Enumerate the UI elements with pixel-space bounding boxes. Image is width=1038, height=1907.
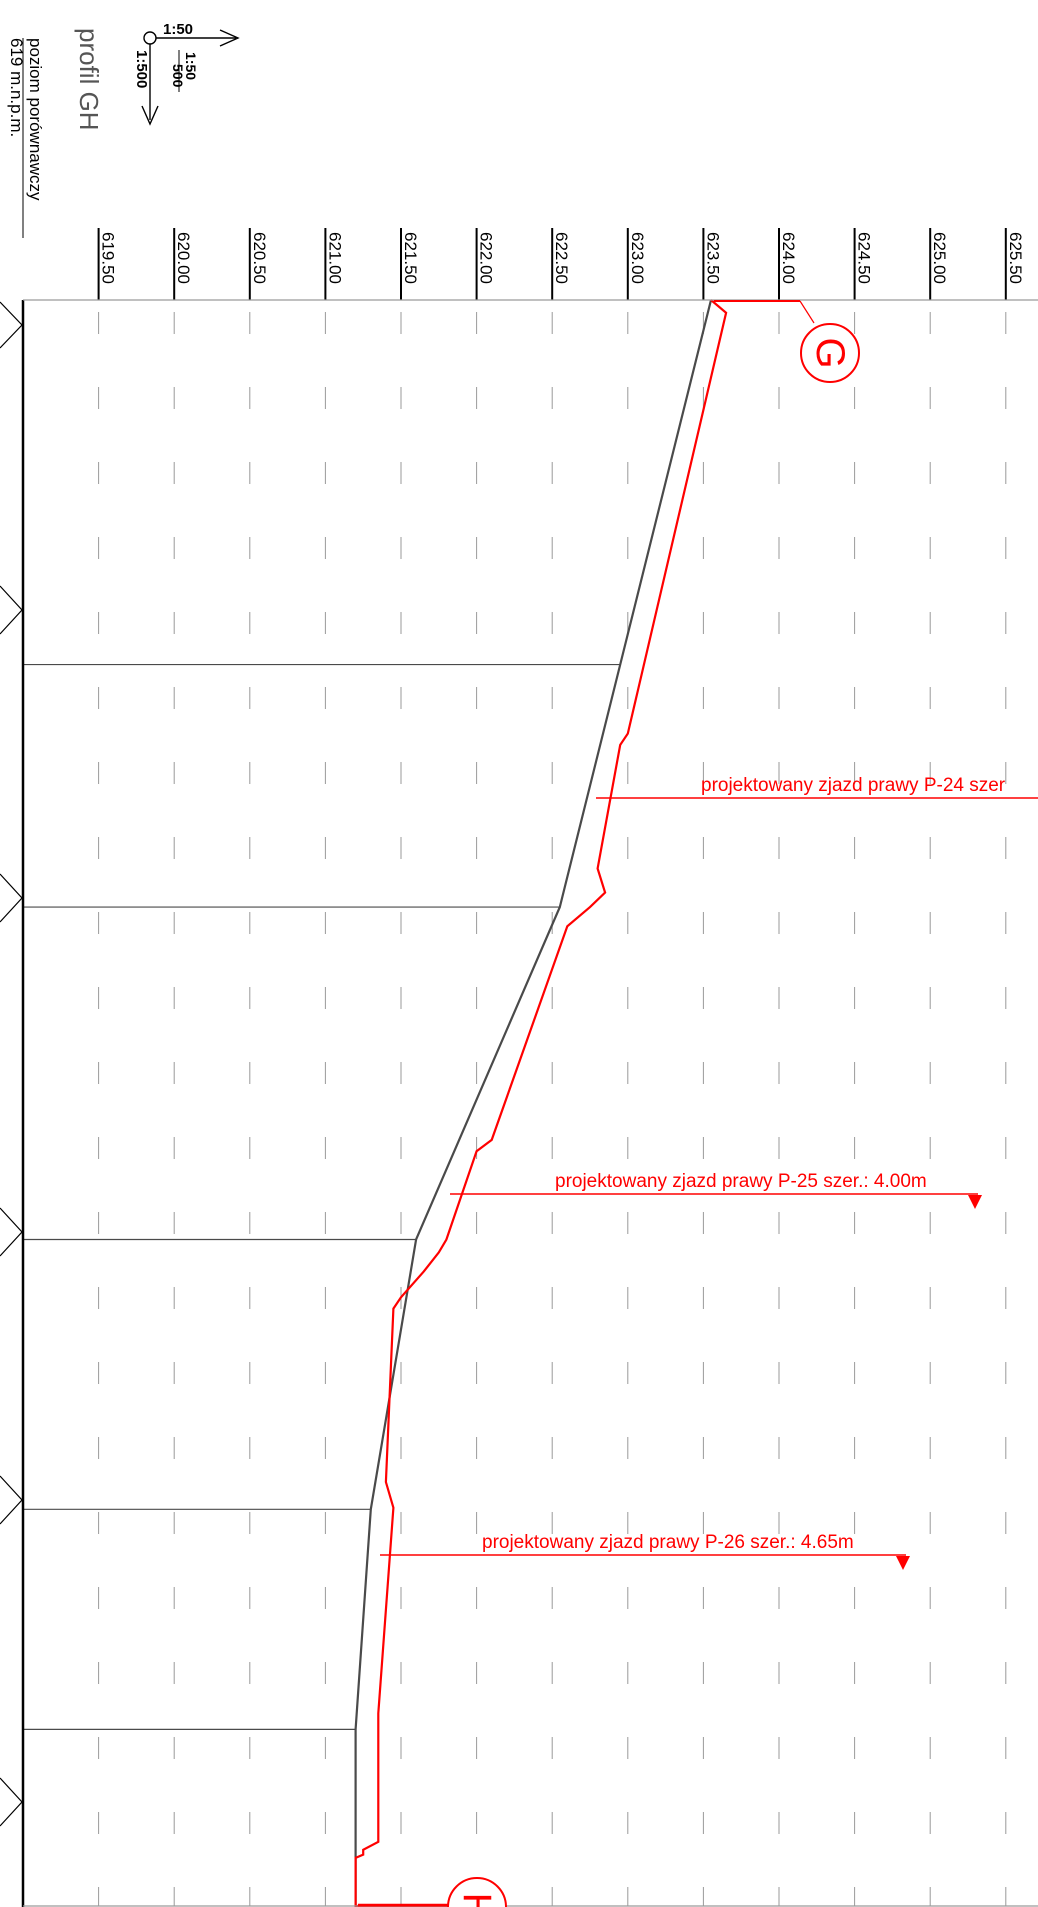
tick-label: 621.50 (401, 232, 420, 284)
scale-indicator (141, 29, 240, 126)
tick-label: 623.50 (703, 232, 722, 284)
scale-vertical: 1:500 (133, 50, 150, 88)
design-line (354, 299, 728, 1907)
station-markers (0, 301, 23, 1827)
scale-fraction-top: 1:50 (183, 52, 199, 80)
tick-label: 625.00 (930, 232, 949, 284)
station-marker (0, 301, 23, 349)
profile-lines (354, 299, 728, 1907)
scale-fraction-bottom: 500 (170, 64, 186, 88)
datum-value: 619 m.n.p.m. (7, 38, 26, 137)
tick-label: 620.00 (174, 232, 193, 284)
point-h-label: H (455, 1893, 499, 1907)
driveway-label: projektowany zjazd prawy P-24 szer (701, 775, 1006, 796)
tick-label: 623.00 (628, 232, 647, 284)
driveway-label: projektowany zjazd prawy P-25 szer.: 4.0… (555, 1171, 927, 1192)
tick-label: 625.50 (1006, 232, 1025, 284)
scale-horizontal: 1:50 (163, 21, 193, 38)
tick-label: 619.50 (99, 232, 118, 284)
terrain-line (354, 299, 713, 1906)
annotations: projektowany zjazd prawy P-24 szer projek… (380, 775, 1038, 1570)
tick-label: 620.50 (250, 232, 269, 284)
point-g-label: G (808, 337, 852, 368)
profile-title: profil GH (74, 28, 104, 131)
station-marker (0, 585, 23, 635)
tick-label: 624.50 (855, 232, 874, 284)
tick-label: 624.00 (779, 232, 798, 284)
tick-label: 622.50 (552, 232, 571, 284)
tick-label: 621.00 (325, 232, 344, 284)
station-marker (0, 1207, 23, 1257)
driveway-arrow (896, 1556, 910, 1570)
station-marker (0, 1777, 23, 1827)
elevation-ticks: 619.50 620.00 620.50 621.00 621.50 622.00 622.… (97, 228, 1025, 300)
driveway-arrow (968, 1195, 982, 1209)
station-marker (0, 1475, 23, 1525)
station-marker (0, 873, 23, 923)
point-g-marker: G (714, 300, 860, 383)
elevation-grid (98, 312, 1007, 1906)
driveway-label: projektowany zjazd prawy P-26 szer.: 4.6… (482, 1532, 854, 1553)
point-h-marker: H (358, 1877, 507, 1907)
station-lines (23, 663, 621, 1730)
datum-label: poziom porównawczy (26, 38, 45, 201)
tick-label: 622.00 (477, 232, 496, 284)
